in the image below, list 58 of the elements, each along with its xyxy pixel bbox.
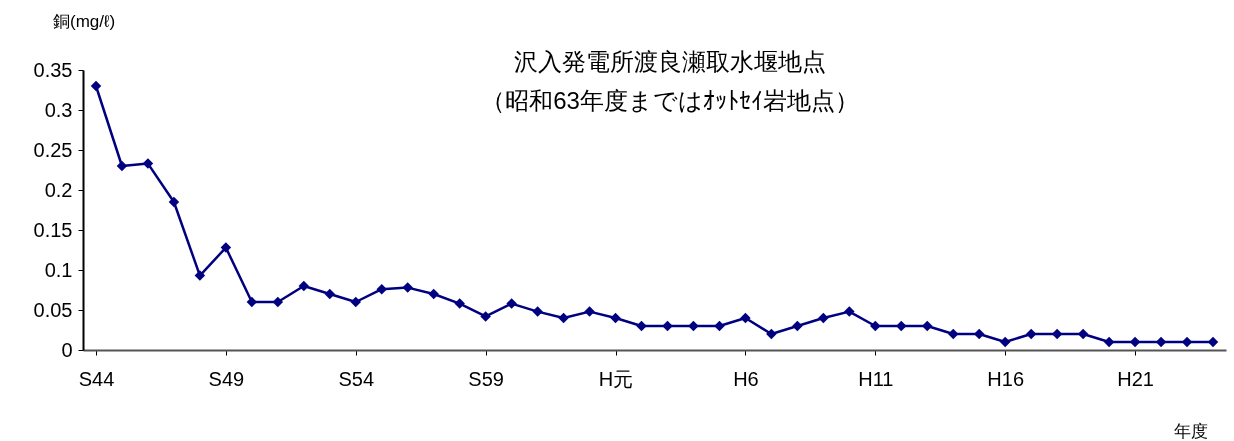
point (350, 296, 362, 308)
point (532, 306, 543, 317)
point (298, 280, 310, 292)
x-tick-label: H16 (987, 367, 1025, 390)
point (272, 296, 284, 308)
point (506, 298, 517, 309)
point (584, 306, 595, 317)
y-tick-label: 0.05 (33, 298, 73, 321)
point (792, 320, 803, 332)
point (558, 312, 569, 324)
y-axis-title: 銅(mg/ℓ) (53, 12, 116, 31)
point (142, 158, 154, 169)
chart-title: 沢入発電所渡良瀬取水堰地点 (514, 48, 826, 75)
point (766, 328, 777, 340)
x-tick-label: S59 (468, 367, 504, 390)
point (116, 160, 128, 172)
point (610, 312, 621, 324)
y-tick-label: 0.2 (44, 178, 73, 201)
y-tick-label: 0.35 (33, 58, 73, 81)
point (896, 320, 907, 332)
point (428, 288, 439, 300)
x-tick-label: H6 (733, 367, 759, 390)
y-tick-label: 0.3 (44, 98, 73, 121)
point (324, 288, 336, 300)
x-tick-label: S44 (78, 367, 115, 390)
point (662, 320, 673, 332)
y-tick-label: 0.1 (44, 258, 73, 281)
x-tick-label: H元 (598, 367, 634, 390)
x-tick-label: H11 (858, 367, 894, 390)
point (1103, 336, 1115, 348)
point (688, 320, 699, 332)
point (194, 270, 206, 281)
x-tick-label: H21 (1117, 367, 1154, 390)
y-tick-label: 0.15 (33, 218, 73, 241)
point (1025, 328, 1037, 340)
point (454, 298, 465, 309)
x-tick-label: S54 (338, 367, 375, 390)
point (1207, 336, 1219, 348)
point (636, 320, 647, 332)
point (947, 328, 959, 340)
x-axis-title: 年度 (1174, 422, 1208, 441)
point (402, 282, 413, 293)
point (844, 306, 855, 317)
point (90, 80, 102, 92)
y-tick-label: 0 (61, 338, 73, 361)
point (999, 336, 1011, 348)
point (714, 320, 725, 332)
point (376, 283, 387, 295)
point (220, 242, 232, 253)
point (740, 312, 751, 324)
point (870, 320, 881, 332)
point (818, 312, 829, 324)
x-tick-label: S49 (208, 367, 245, 390)
point (922, 320, 933, 332)
y-tick-label: 0.25 (33, 138, 73, 161)
point (168, 196, 180, 208)
text: （昭和63年度まではｵｯﾄｾｲ岩地点） (481, 87, 859, 114)
point (480, 311, 491, 322)
